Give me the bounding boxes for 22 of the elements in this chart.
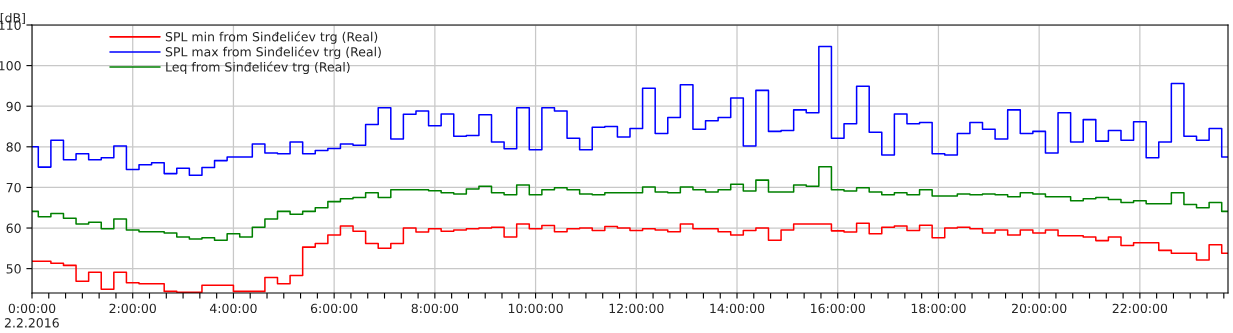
x-tick-label: 18:00:00 (911, 303, 966, 314)
x-tick-label: 22:00:00 (1112, 303, 1168, 314)
x-tick-label: 10:00:00 (508, 303, 563, 314)
x-tick-label: 6:00:00 (310, 303, 358, 314)
y-tick-label: 100 (0, 61, 21, 71)
y-tick-label: 70 (6, 182, 21, 193)
y-tick-label: 90 (6, 101, 21, 112)
legend-label: Leq from Sinđelićev trg (Real) (166, 61, 350, 75)
y-tick-label: 80 (6, 142, 21, 152)
x-tick-label: 8:00:00 (411, 303, 459, 314)
text: 2.2.2016 (4, 318, 59, 328)
x-tick-label: 0:00:00 (8, 303, 56, 314)
legend-label: SPL min from Sinđelićev trg (Real) (165, 31, 378, 44)
x-tick-label: 16:00:00 (811, 303, 865, 314)
y-tick-label: 50 (6, 264, 21, 274)
x-tick-label: 12:00:00 (609, 303, 664, 314)
x-tick-label: 4:00:00 (209, 303, 257, 314)
y-tick-label: 60 (6, 223, 21, 233)
x-tick-label: 2:00:00 (109, 303, 156, 314)
legend-label: SPL max from Sinđelićev trg (Real) (165, 46, 381, 59)
x-tick-label: 20:00:00 (1012, 303, 1067, 314)
x-tick-label: 14:00:00 (710, 303, 765, 314)
